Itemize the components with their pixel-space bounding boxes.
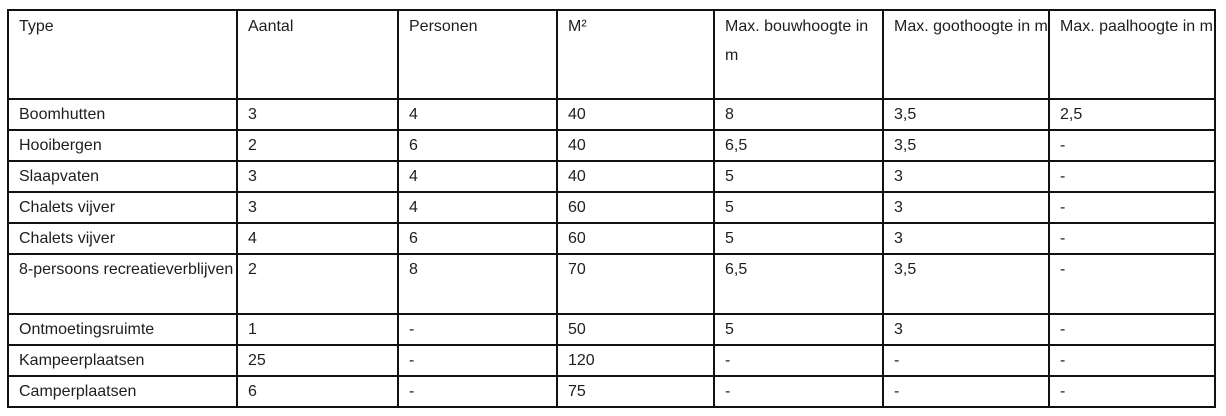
cell-type: Kampeerplaatsen <box>7 344 238 377</box>
accommodation-table: Type Aantal Personen M² Max. bouwhoogte … <box>7 9 1216 408</box>
table-row: Chalets vijver 4 6 60 5 3- <box>7 222 1216 255</box>
table-row: Boomhutten 3 4 40 8 3,5 2,5 <box>7 98 1216 131</box>
cell-personen: - <box>397 313 558 346</box>
cell-max-bouwhoogte: 5 <box>713 191 884 224</box>
cell-aantal: 3 <box>236 160 399 193</box>
header-m2: M² <box>556 9 715 100</box>
cell-personen: 6 <box>397 129 558 162</box>
cell-type: Boomhutten <box>7 98 238 131</box>
cell-personen: 6 <box>397 222 558 255</box>
cell-personen: - <box>397 344 558 377</box>
cell-aantal: 3 <box>236 98 399 131</box>
cell-personen: 4 <box>397 160 558 193</box>
cell-max-goothoogte: - <box>882 375 1050 408</box>
cell-type: Slaapvaten <box>7 160 238 193</box>
table-header-row: Type Aantal Personen M² Max. bouwhoogte … <box>7 9 1216 100</box>
cell-personen: 4 <box>397 191 558 224</box>
cell-max-bouwhoogte: 5 <box>713 160 884 193</box>
header-max-goothoogte: Max. goothoogte in m <box>882 9 1050 100</box>
cell-max-goothoogte: - <box>882 344 1050 377</box>
cell-type: 8-persoons recreatieverblijven <box>7 253 238 315</box>
cell-max-bouwhoogte: - <box>713 344 884 377</box>
table-row: 8-persoons recreatieverblijven 2 8 70 6,5 3,5… <box>7 253 1216 315</box>
cell-type: Hooibergen <box>7 129 238 162</box>
cell-m2: 70 <box>556 253 715 315</box>
header-personen: Personen <box>397 9 558 100</box>
cell-max-bouwhoogte: 8 <box>713 98 884 131</box>
cell-max-paalhoogte: - <box>1048 313 1216 346</box>
cell-max-bouwhoogte: 6,5 <box>713 129 884 162</box>
cell-max-bouwhoogte: 6,5 <box>713 253 884 315</box>
cell-max-bouwhoogte: 5 <box>713 313 884 346</box>
cell-m2: 60 <box>556 222 715 255</box>
cell-m2: 40 <box>556 160 715 193</box>
cell-m2: 40 <box>556 98 715 131</box>
table-row: Ontmoetingsruimte 1-50 5 3- <box>7 313 1216 346</box>
cell-type: Camperplaatsen <box>7 375 238 408</box>
cell-max-paalhoogte: - <box>1048 191 1216 224</box>
cell-max-goothoogte: 3,5 <box>882 253 1050 315</box>
cell-max-goothoogte: 3 <box>882 160 1050 193</box>
cell-max-bouwhoogte: - <box>713 375 884 408</box>
cell-max-paalhoogte: - <box>1048 160 1216 193</box>
cell-personen: 8 <box>397 253 558 315</box>
cell-aantal: 1 <box>236 313 399 346</box>
cell-type: Ontmoetingsruimte <box>7 313 238 346</box>
cell-max-paalhoogte: - <box>1048 222 1216 255</box>
cell-aantal: 2 <box>236 129 399 162</box>
cell-max-goothoogte: 3,5 <box>882 129 1050 162</box>
cell-max-paalhoogte: - <box>1048 375 1216 408</box>
cell-max-goothoogte: 3 <box>882 222 1050 255</box>
cell-max-paalhoogte: 2,5 <box>1048 98 1216 131</box>
cell-aantal: 25 <box>236 344 399 377</box>
cell-aantal: 6 <box>236 375 399 408</box>
cell-type: Chalets vijver <box>7 222 238 255</box>
cell-type: Chalets vijver <box>7 191 238 224</box>
header-aantal: Aantal <box>236 9 399 100</box>
cell-m2: 50 <box>556 313 715 346</box>
table-row: Slaapvaten 3 4 40 5 3- <box>7 160 1216 193</box>
cell-max-bouwhoogte: 5 <box>713 222 884 255</box>
cell-m2: 120 <box>556 344 715 377</box>
cell-m2: 60 <box>556 191 715 224</box>
cell-personen: 4 <box>397 98 558 131</box>
cell-personen: - <box>397 375 558 408</box>
table-row: Hooibergen 2 6 40 6,5 3,5- <box>7 129 1216 162</box>
cell-aantal: 3 <box>236 191 399 224</box>
cell-max-paalhoogte: - <box>1048 253 1216 315</box>
header-max-paalhoogte: Max. paalhoogte in m <box>1048 9 1216 100</box>
cell-m2: 75 <box>556 375 715 408</box>
cell-m2: 40 <box>556 129 715 162</box>
table-row: Kampeerplaatsen 25-120- - - <box>7 344 1216 377</box>
cell-max-paalhoogte: - <box>1048 129 1216 162</box>
cell-max-goothoogte: 3 <box>882 313 1050 346</box>
cell-max-paalhoogte: - <box>1048 344 1216 377</box>
table-row: Chalets vijver 3 4 60 5 3- <box>7 191 1216 224</box>
cell-max-goothoogte: 3,5 <box>882 98 1050 131</box>
header-type: Type <box>7 9 238 100</box>
header-max-bouwhoogte: Max. bouwhoogte in m <box>713 9 884 100</box>
cell-aantal: 4 <box>236 222 399 255</box>
cell-aantal: 2 <box>236 253 399 315</box>
table-row: Camperplaatsen 6-75- - - <box>7 375 1216 408</box>
cell-max-goothoogte: 3 <box>882 191 1050 224</box>
